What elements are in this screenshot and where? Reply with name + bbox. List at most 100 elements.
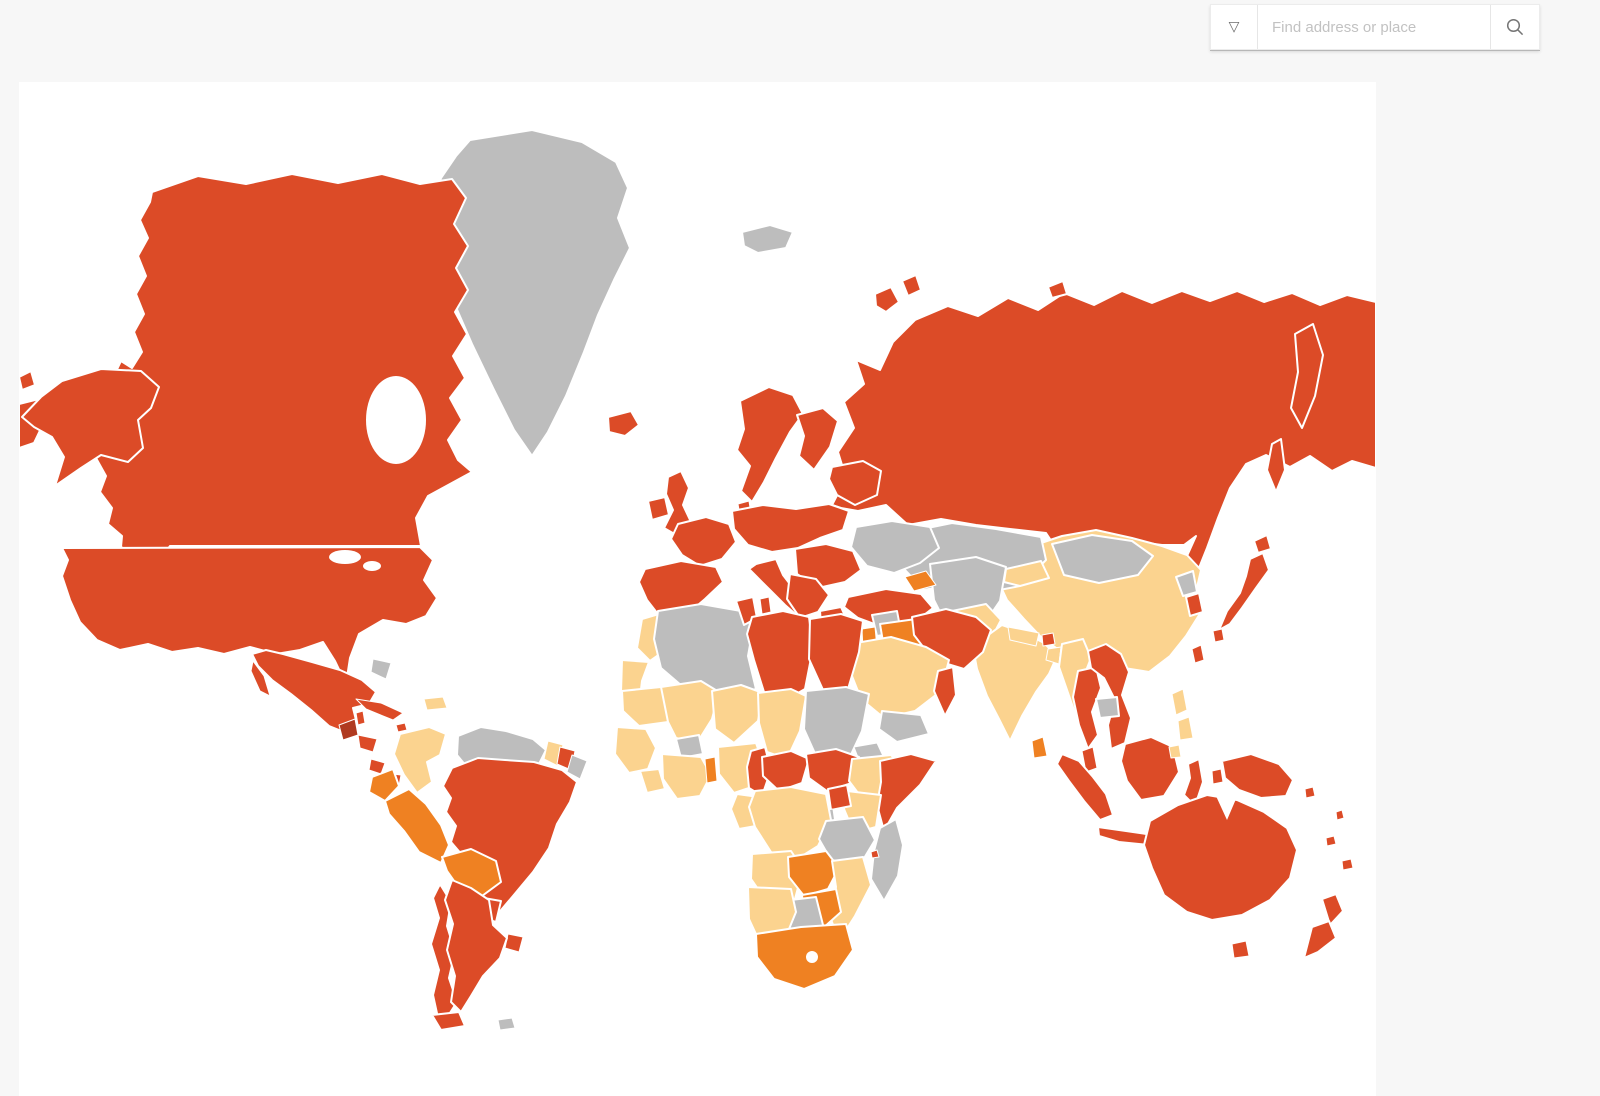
region-nicaragua[interactable] [370, 658, 392, 680]
search-dropdown-button[interactable]: ▽ [1211, 5, 1257, 49]
gulf-of-carpentaria [1216, 796, 1236, 820]
region-maluku[interactable] [1211, 768, 1224, 785]
region-ghana-ivory-coast[interactable] [661, 753, 712, 800]
region-new-zealand[interactable] [1303, 920, 1337, 959]
region-canada[interactable] [90, 173, 473, 561]
region-japan[interactable] [1212, 628, 1225, 643]
region-falklands[interactable] [497, 1017, 516, 1031]
region-alaska[interactable] [21, 368, 160, 487]
region-caucasus[interactable] [904, 570, 937, 592]
region-new-guinea[interactable] [1221, 753, 1294, 799]
great-lake [363, 561, 381, 571]
region-usa[interactable] [61, 546, 438, 685]
region-belize[interactable] [355, 710, 366, 726]
region-ireland[interactable] [647, 496, 670, 521]
region-malay-peninsula[interactable] [1081, 746, 1098, 773]
region-french-guiana[interactable] [566, 754, 588, 780]
region-argentina[interactable] [444, 879, 508, 1013]
region-svalbard[interactable] [741, 224, 794, 254]
region-ukraine[interactable] [850, 520, 940, 574]
region-sumatra[interactable] [1056, 753, 1114, 821]
region-egypt[interactable] [808, 613, 864, 693]
lesotho-enclave [806, 951, 818, 963]
region-oman[interactable] [933, 666, 957, 717]
region-hispaniola[interactable] [423, 696, 448, 711]
region-severnaya-zemlya[interactable] [1047, 280, 1068, 299]
region-japan[interactable] [1253, 534, 1272, 554]
region-north-korea[interactable] [1175, 570, 1198, 597]
region-peru[interactable] [384, 788, 450, 864]
region-vanuatu[interactable] [1335, 809, 1345, 821]
region-bhutan[interactable] [1041, 632, 1056, 647]
region-fiji[interactable] [1341, 858, 1354, 871]
region-libya[interactable] [746, 610, 814, 702]
region-zambia[interactable] [787, 850, 840, 897]
region-madagascar[interactable] [870, 818, 904, 902]
region-mongolia[interactable] [1051, 534, 1154, 584]
region-mali[interactable] [660, 680, 720, 744]
search-widget: ▽ [1210, 4, 1540, 50]
region-sri-lanka[interactable] [1031, 736, 1048, 759]
world-choropleth-map[interactable] [19, 82, 1376, 1096]
chevron-down-icon: ▽ [1228, 19, 1240, 35]
region-france[interactable] [670, 516, 737, 567]
region-central-europe[interactable] [731, 503, 850, 553]
region-philippines[interactable] [1168, 744, 1182, 759]
region-niger[interactable] [711, 684, 764, 744]
region-honduras[interactable] [357, 734, 378, 753]
region-jamaica[interactable] [395, 722, 408, 733]
region-philippines[interactable] [1177, 716, 1194, 741]
region-kyrgyz-tajik[interactable] [1003, 560, 1050, 587]
region-south-korea[interactable] [1185, 592, 1204, 617]
region-tasmania[interactable] [1231, 940, 1250, 959]
region-novaya-zemlya[interactable] [901, 274, 922, 297]
region-borneo[interactable] [1120, 736, 1180, 801]
search-divider-left [1257, 5, 1258, 49]
region-norway-sweden[interactable] [736, 386, 804, 503]
region-costa-rica[interactable] [368, 758, 386, 775]
region-baltics-belarus[interactable] [828, 460, 882, 506]
region-uganda[interactable] [827, 784, 852, 811]
region-balkans[interactable] [786, 573, 830, 619]
region-finland[interactable] [796, 407, 839, 471]
region-burkina-faso[interactable] [675, 734, 704, 759]
region-cuba[interactable] [355, 698, 404, 721]
region-senegal-guinea[interactable] [614, 726, 657, 774]
region-colombia[interactable] [393, 726, 447, 794]
region-uruguay[interactable] [504, 933, 524, 953]
region-drc[interactable] [748, 786, 832, 862]
region-taiwan[interactable] [1191, 644, 1205, 664]
region-sierra-leone-liberia[interactable] [639, 768, 666, 794]
region-russia[interactable] [831, 290, 1376, 569]
search-button[interactable] [1491, 5, 1539, 49]
region-comoros[interactable] [870, 849, 880, 859]
region-chad[interactable] [757, 688, 807, 760]
search-icon [1506, 18, 1524, 36]
region-italy[interactable] [759, 596, 772, 615]
region-iceland[interactable] [607, 410, 640, 437]
region-new-caledonia[interactable] [1325, 835, 1337, 847]
region-mexico-baja[interactable] [250, 660, 271, 697]
region-philippines[interactable] [1171, 688, 1188, 716]
region-cambodia[interactable] [1095, 696, 1120, 719]
search-input[interactable] [1258, 5, 1490, 49]
region-ecuador[interactable] [368, 768, 400, 802]
region-central-african-republic[interactable] [761, 750, 810, 792]
region-thailand[interactable] [1072, 666, 1102, 750]
region-solomon[interactable] [1304, 786, 1316, 799]
region-saudi-arabia[interactable] [849, 636, 950, 719]
region-novaya-zemlya[interactable] [874, 286, 900, 313]
region-new-zealand[interactable] [1321, 893, 1344, 926]
region-australia[interactable] [1143, 794, 1298, 921]
region-japan[interactable] [1218, 552, 1270, 631]
region-russia-wrap[interactable] [19, 370, 36, 391]
region-nepal[interactable] [1007, 626, 1040, 647]
region-somalia[interactable] [876, 753, 937, 832]
region-yemen[interactable] [878, 710, 930, 743]
region-sakhalin[interactable] [1266, 438, 1286, 493]
region-kamchatka[interactable] [1290, 323, 1324, 429]
region-tierra-del-fuego[interactable] [431, 1011, 466, 1031]
region-algeria[interactable] [653, 603, 757, 702]
region-togo-benin[interactable] [704, 756, 718, 784]
region-south-africa[interactable] [755, 923, 854, 990]
